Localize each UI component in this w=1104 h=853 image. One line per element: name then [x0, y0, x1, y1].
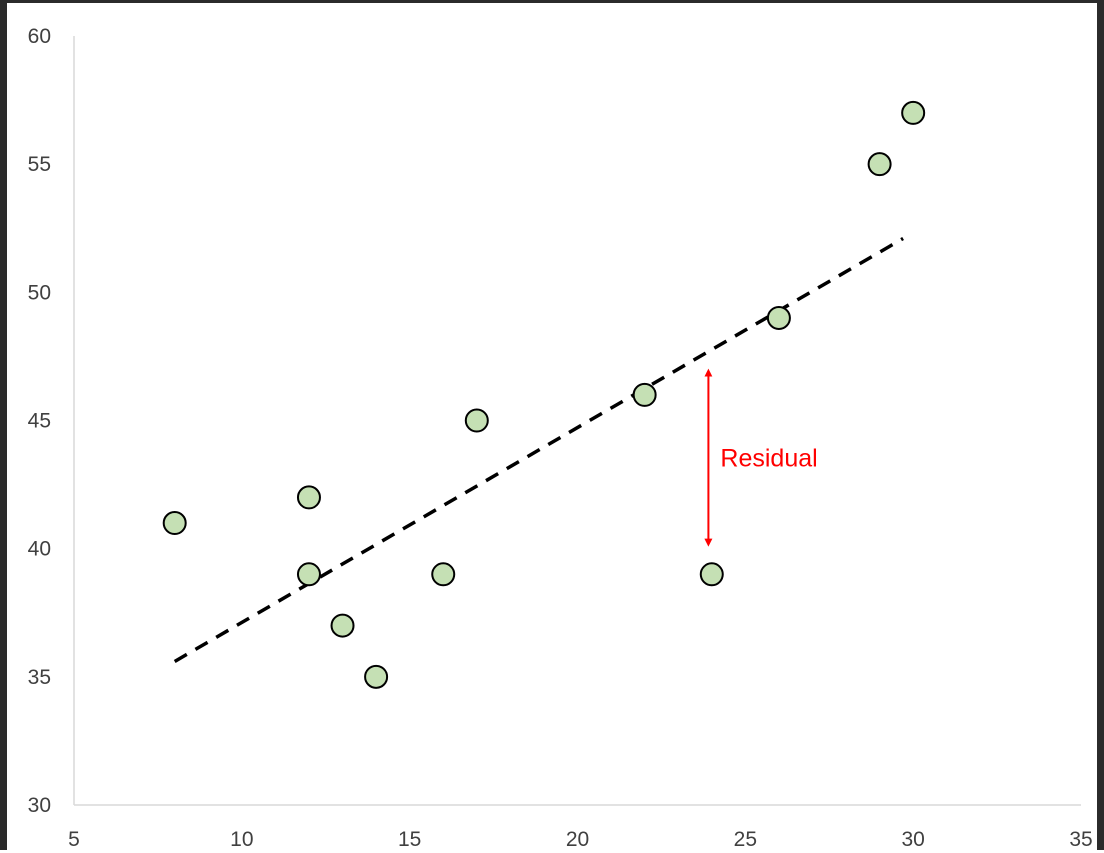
- data-point: [330, 613, 355, 638]
- x-tick-label: 25: [734, 828, 757, 851]
- data-point: [699, 562, 724, 587]
- x-tick-label: 35: [1069, 828, 1092, 851]
- x-tick-label: 20: [566, 828, 589, 851]
- x-tick-label: 5: [68, 828, 80, 851]
- y-tick-label: 60: [28, 25, 51, 48]
- y-tick-label: 35: [28, 666, 51, 689]
- data-point: [901, 100, 926, 125]
- y-tick-label: 30: [28, 794, 51, 817]
- data-point: [431, 562, 456, 587]
- data-point: [364, 664, 389, 689]
- data-point: [162, 511, 187, 536]
- axes: [73, 36, 1081, 806]
- residual-annotation: Residual: [704, 368, 818, 547]
- data-point: [296, 485, 321, 510]
- residual-label: Residual: [720, 445, 817, 473]
- y-tick-label: 40: [28, 538, 51, 561]
- data-points: [162, 100, 926, 689]
- data-point: [766, 305, 791, 330]
- data-point: [464, 408, 489, 433]
- data-point: [632, 382, 657, 407]
- y-tick-label: 50: [28, 281, 51, 304]
- data-point: [867, 152, 892, 177]
- y-tick-label: 45: [28, 410, 51, 433]
- y-tick-label: 55: [28, 153, 51, 176]
- x-tick-label: 30: [901, 828, 924, 851]
- tick-labels: 30 35 40 45 50 55 60 5 10 15 20 25 30 35: [28, 25, 1093, 851]
- x-tick-label: 15: [398, 828, 421, 851]
- x-tick-label: 10: [230, 828, 253, 851]
- data-point: [296, 562, 321, 587]
- scatter-chart: 30 35 40 45 50 55 60 5 10 15 20 25 30 35 Residual: [28, 25, 1093, 851]
